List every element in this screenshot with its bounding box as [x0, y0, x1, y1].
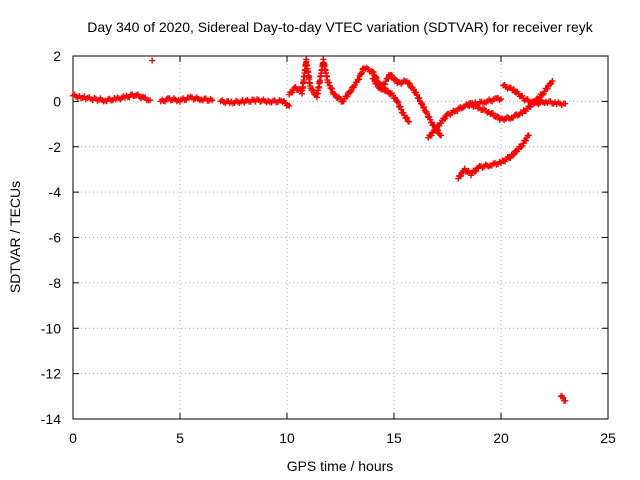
series-segment-d	[286, 56, 412, 125]
x-tick-label: 0	[69, 430, 77, 446]
y-tick-label: -2	[49, 139, 62, 155]
data-point	[418, 100, 425, 107]
data-point	[388, 72, 395, 79]
data-point	[510, 151, 517, 158]
data-point	[433, 125, 440, 132]
x-tick-label: 10	[279, 430, 295, 446]
series-segment-h	[465, 77, 556, 124]
data-point	[286, 102, 293, 109]
data-point	[328, 85, 335, 92]
data-point	[410, 86, 417, 93]
data-point	[472, 168, 479, 175]
data-point	[519, 92, 526, 99]
data-point	[405, 118, 412, 125]
y-tick-label: 0	[53, 93, 61, 109]
y-axis-title: SDTVAR / TECUs	[7, 181, 23, 293]
series-segment-a	[70, 91, 154, 105]
series-outlier	[557, 393, 569, 404]
data-point	[370, 75, 377, 82]
data-point	[468, 172, 475, 179]
data-point	[457, 172, 464, 179]
y-tick-label: 2	[53, 48, 61, 64]
data-point	[395, 99, 402, 106]
data-point	[424, 110, 431, 117]
data-point	[562, 100, 569, 107]
data-point	[209, 97, 216, 104]
data-point	[461, 165, 468, 172]
series-segment-b	[157, 93, 216, 105]
data-point	[331, 90, 338, 97]
series-segment-i	[500, 81, 569, 109]
data-point	[518, 143, 525, 150]
data-point	[420, 103, 427, 110]
y-tick-label: -6	[49, 230, 62, 246]
data-point	[370, 69, 377, 76]
y-tick-label: -12	[41, 366, 61, 382]
data-point	[547, 81, 554, 88]
chart-title: Day 340 of 2020, Sidereal Day-to-day VTE…	[87, 19, 593, 35]
data-point	[326, 79, 333, 86]
data-point	[405, 79, 412, 86]
x-tick-label: 5	[176, 430, 184, 446]
data-point	[510, 86, 517, 93]
data-point	[539, 91, 546, 98]
y-tick-label: -14	[41, 411, 61, 427]
data-point	[289, 89, 296, 96]
data-point	[498, 96, 504, 103]
data-point	[344, 93, 351, 100]
data-point	[406, 80, 413, 87]
data-point	[340, 98, 347, 105]
data-point	[385, 87, 392, 94]
data-point	[428, 132, 435, 139]
series-segment-c	[217, 96, 293, 109]
data-point	[309, 86, 316, 93]
data-point	[544, 85, 551, 92]
data-points	[70, 56, 569, 404]
data-point	[525, 132, 532, 139]
series-isolated-point	[149, 57, 156, 64]
data-point	[284, 101, 291, 108]
data-point	[549, 77, 556, 84]
data-point	[441, 116, 448, 123]
data-point	[374, 80, 381, 87]
data-point	[404, 114, 411, 121]
data-point	[560, 394, 567, 401]
data-point	[356, 76, 363, 83]
data-point	[149, 57, 156, 64]
y-tick-label: -10	[41, 320, 61, 336]
y-tick-label: -4	[49, 184, 62, 200]
data-point	[292, 83, 299, 90]
x-axis-title: GPS time / hours	[287, 458, 394, 474]
data-point	[438, 120, 445, 127]
data-point	[379, 84, 386, 91]
data-point	[358, 69, 365, 76]
data-point	[332, 91, 339, 98]
data-point	[416, 95, 423, 102]
data-point	[382, 81, 389, 88]
data-point	[398, 106, 405, 113]
series-segment-g	[455, 132, 532, 182]
y-tick-label: -8	[49, 275, 62, 291]
data-point	[348, 87, 355, 94]
data-point	[438, 132, 445, 139]
data-point	[509, 152, 516, 159]
data-point	[147, 97, 154, 104]
x-tick-label: 15	[386, 430, 402, 446]
data-point	[523, 137, 530, 144]
data-point	[442, 115, 449, 122]
data-point	[562, 397, 569, 404]
data-point	[328, 84, 335, 91]
data-point	[373, 80, 380, 87]
x-tick-label: 25	[600, 430, 616, 446]
x-tick-label: 20	[493, 430, 509, 446]
data-point	[400, 109, 407, 116]
